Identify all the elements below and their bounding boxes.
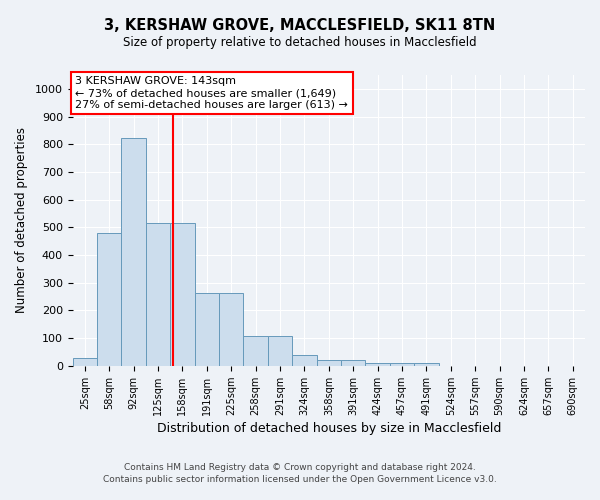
Bar xyxy=(146,223,170,366)
Bar xyxy=(219,294,244,366)
Bar xyxy=(365,363,390,366)
Text: Contains HM Land Registry data © Crown copyright and database right 2024.: Contains HM Land Registry data © Crown c… xyxy=(124,464,476,472)
Bar xyxy=(414,363,439,366)
Text: Size of property relative to detached houses in Macclesfield: Size of property relative to detached ho… xyxy=(123,36,477,49)
Text: Contains public sector information licensed under the Open Government Licence v3: Contains public sector information licen… xyxy=(103,475,497,484)
X-axis label: Distribution of detached houses by size in Macclesfield: Distribution of detached houses by size … xyxy=(157,422,501,435)
Bar xyxy=(170,223,194,366)
Bar xyxy=(390,363,414,366)
Bar xyxy=(292,355,317,366)
Bar xyxy=(121,138,146,366)
Bar xyxy=(341,360,365,366)
Bar xyxy=(194,294,219,366)
Bar xyxy=(317,360,341,366)
Text: 3 KERSHAW GROVE: 143sqm
← 73% of detached houses are smaller (1,649)
27% of semi: 3 KERSHAW GROVE: 143sqm ← 73% of detache… xyxy=(75,76,348,110)
Y-axis label: Number of detached properties: Number of detached properties xyxy=(15,128,28,314)
Bar xyxy=(73,358,97,366)
Bar xyxy=(244,336,268,366)
Bar xyxy=(268,336,292,366)
Text: 3, KERSHAW GROVE, MACCLESFIELD, SK11 8TN: 3, KERSHAW GROVE, MACCLESFIELD, SK11 8TN xyxy=(104,18,496,32)
Bar xyxy=(97,234,121,366)
